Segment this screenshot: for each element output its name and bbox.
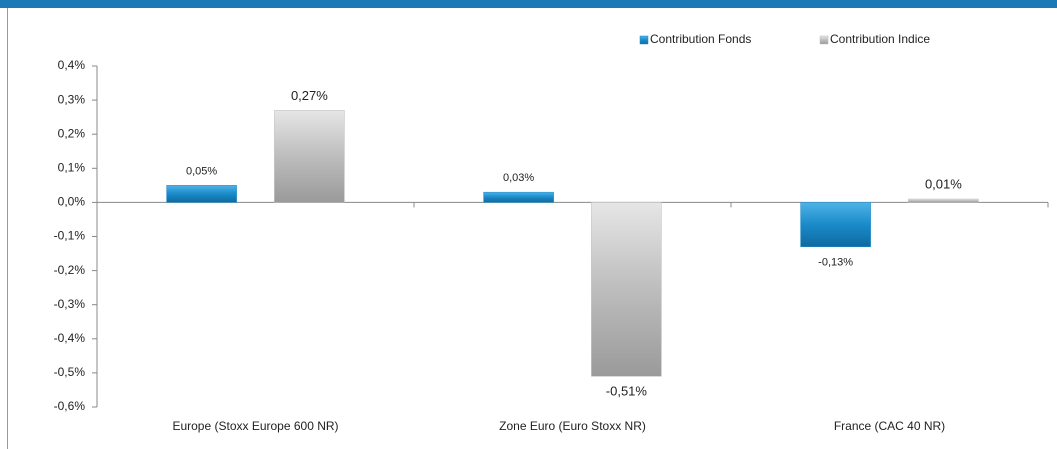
bar	[166, 185, 237, 203]
data-label: 0,05%	[186, 165, 217, 177]
data-label: 0,03%	[503, 172, 534, 184]
y-tick-label: -0,1%	[54, 229, 86, 243]
y-tick-label: -0,5%	[54, 365, 86, 379]
bar	[274, 110, 345, 203]
bar	[591, 202, 662, 377]
y-tick-label: -0,2%	[54, 263, 86, 277]
x-tick-label: Europe (Stoxx Europe 600 NR)	[172, 419, 338, 433]
header-band	[0, 0, 1057, 8]
data-label: 0,01%	[925, 176, 962, 191]
data-label: -0,13%	[818, 257, 853, 269]
y-tick-label: 0,0%	[58, 195, 86, 209]
bar	[800, 202, 871, 247]
legend-label: Contribution Fonds	[650, 32, 751, 46]
y-tick-label: -0,4%	[54, 331, 86, 345]
legend-swatch	[819, 35, 829, 45]
y-tick-label: 0,2%	[58, 126, 86, 140]
bar	[483, 191, 554, 203]
bar	[908, 198, 979, 203]
x-tick-label: France (CAC 40 NR)	[834, 419, 945, 433]
y-tick-label: -0,6%	[54, 399, 86, 413]
legend-label: Contribution Indice	[830, 32, 930, 46]
data-label: 0,27%	[291, 88, 328, 103]
y-tick-label: 0,1%	[58, 160, 86, 174]
legend-swatch	[639, 35, 649, 45]
y-tick-label: 0,4%	[58, 58, 86, 72]
x-tick-label: Zone Euro (Euro Stoxx NR)	[499, 419, 646, 433]
data-label: -0,51%	[606, 384, 648, 399]
y-tick-label: -0,3%	[54, 297, 86, 311]
y-tick-label: 0,3%	[58, 92, 86, 106]
